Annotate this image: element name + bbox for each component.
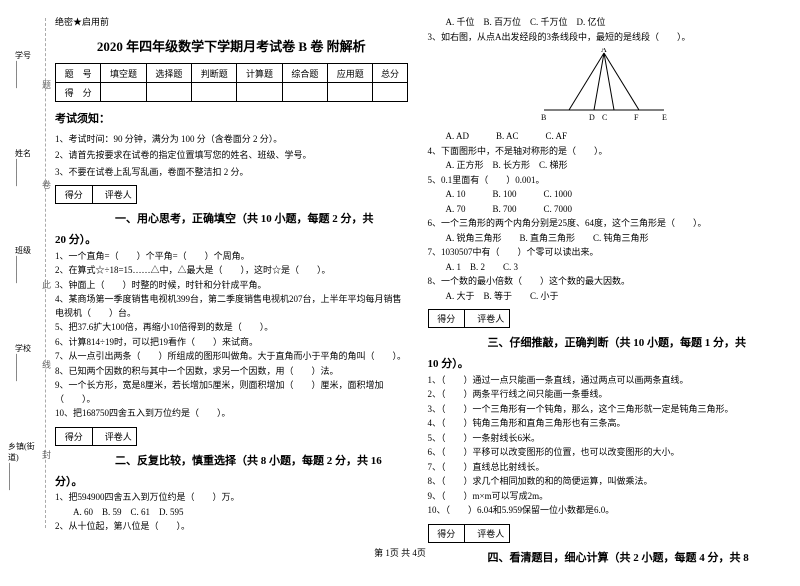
notice-line: 2、请首先按要求在试卷的指定位置填写您的姓名、班级、学号。 (55, 148, 408, 162)
question-line: 6、计算814÷19时，可以把19看作（ ）来试商。 (55, 336, 408, 350)
svg-text:C: C (602, 113, 607, 122)
score-header-cell: 选择题 (146, 64, 191, 83)
score-header-cell: 填空题 (101, 64, 146, 83)
svg-text:D: D (589, 113, 595, 122)
score-header-cell: 判断题 (192, 64, 237, 83)
score-cell (237, 83, 282, 102)
question-line: A. 大于 B. 等于 C. 小于 (428, 290, 781, 304)
section-3-title-b: 10 分）。 (428, 356, 781, 373)
question-line: 5、0.1里面有（ ）0.001。 (428, 174, 781, 188)
question-line: 3、钟面上（ ）时整的时候，时针和分针成平角。 (55, 279, 408, 293)
exam-title: 2020 年四年级数学下学期月考试卷 B 卷 附解析 (55, 36, 408, 55)
question-line: 3、如右图，从点A出发经段的3条线段中，最短的是线段（ ）。 (428, 31, 781, 45)
question-line: 6、（ ）平移可以改变图形的位置，也可以改变图形的大小。 (428, 446, 781, 460)
section-1-title-b: 20 分）。 (55, 232, 408, 249)
question-line: 7、1030507中有（ ）个零可以读出来。 (428, 246, 781, 260)
question-line: 10、（ ）6.04和5.959保留一位小数都是6.0。 (428, 504, 781, 518)
fold-label: 封 (40, 450, 53, 459)
question-line: 7、（ ）直线总比射线长。 (428, 461, 781, 475)
score-cell (146, 83, 191, 102)
notice-line: 3、不要在试卷上乱写乱画，卷面不整洁扣 2 分。 (55, 165, 408, 179)
side-blank: ______ (8, 463, 18, 490)
question-line: A. 1 B. 2 C. 3 (428, 261, 781, 275)
score-header-cell: 综合题 (282, 64, 327, 83)
question-line: 4、（ ）钝角三角形和直角三角形也有三条高。 (428, 417, 781, 431)
question-line: 2、在算式☆÷18=15……△中，△最大是（ ），这时☆是（ ）。 (55, 264, 408, 278)
question-line: 10、把168750四舍五入到万位约是（ ）。 (55, 407, 408, 421)
question-line: 9、一个长方形，宽是8厘米，若长增加5厘米，则面积增加（ ）厘米，面积增加（ ）… (55, 379, 408, 406)
question-line: 2、从十位起，第八位是（ ）。 (55, 520, 408, 534)
score-cell: 得 分 (56, 83, 101, 102)
question-line: 1、一个直角=（ ）个平角=（ ）个周角。 (55, 250, 408, 264)
question-line: 8、（ ）求几个相同加数的和的简便运算，叫做乘法。 (428, 475, 781, 489)
fold-label: 卷 (40, 180, 53, 189)
score-header-cell: 计算题 (237, 64, 282, 83)
score-table: 题 号填空题选择题判断题计算题综合题应用题总分得 分 (55, 63, 408, 102)
question-line: 8、一个数的最小倍数（ ）这个数的最大因数。 (428, 275, 781, 289)
question-line: 1、（ ）通过一点只能画一条直线，通过两点可以画两条直线。 (428, 374, 781, 388)
fold-label: 线 (40, 360, 53, 369)
svg-text:A: A (601, 48, 607, 54)
side-label: 学号 (15, 50, 31, 61)
svg-text:B: B (541, 113, 546, 122)
question-line: 1、把594900四舍五入到万位约是（ ）万。 (55, 491, 408, 505)
score-header-cell: 总分 (373, 64, 407, 83)
score-cell (192, 83, 237, 102)
score-cell (328, 83, 373, 102)
score-header-cell: 题 号 (56, 64, 101, 83)
section-1-title: 一、用心思考，正确填空（共 10 小题，每题 2 分，共 (115, 210, 408, 226)
confidential-label: 绝密★启用前 (55, 15, 408, 28)
question-line: 3、（ ）一个三角形有一个钝角，那么，这个三角形就一定是钝角三角形。 (428, 403, 781, 417)
score-cell (282, 83, 327, 102)
side-blank: ______ (15, 61, 25, 88)
page-footer: 第 1页 共 4页 (0, 546, 800, 559)
question-line: 4、某商场第一季度销售电视机399台，第二季度销售电视机207台，上半年平均每月… (55, 293, 408, 320)
fold-label: 题 (40, 80, 53, 89)
question-line: 9、（ ）m×m可以写成2m。 (428, 490, 781, 504)
scorebox: 得分评卷人 (55, 185, 137, 204)
side-label: 学校 (15, 343, 31, 354)
svg-text:E: E (662, 113, 667, 122)
question-line: A. 70 B. 700 C. 7000 (428, 203, 781, 217)
question-line: A. AD B. AC C. AF (428, 130, 781, 144)
question-line: 7、从一点引出两条（ ）所组成的图形叫做角。大于直角而小于平角的角叫（ ）。 (55, 350, 408, 364)
question-line: A. 正方形 B. 长方形 C. 梯形 (428, 159, 781, 173)
section-2-title: 二、反复比较，慎重选择（共 8 小题，每题 2 分，共 16 (115, 452, 408, 468)
question-line: A. 锐角三角形 B. 直角三角形 C. 钝角三角形 (428, 232, 781, 246)
svg-text:F: F (634, 113, 639, 122)
notice-title: 考试须知： (55, 110, 408, 126)
score-header-cell: 应用题 (328, 64, 373, 83)
side-blank: ______ (15, 256, 25, 283)
notice-line: 1、考试时间：90 分钟，满分为 100 分（含卷面分 2 分）。 (55, 132, 408, 146)
question-line: 2、（ ）两条平行线之间只能画一条垂线。 (428, 388, 781, 402)
score-cell (373, 83, 407, 102)
score-cell (101, 83, 146, 102)
question-line: 8、已知两个因数的积与其中一个因数，求另一个因数，用（ ）法。 (55, 365, 408, 379)
question-line: A. 10 B. 100 C. 1000 (428, 188, 781, 202)
triangle-figure: A B D C F E (428, 48, 781, 126)
question-line: 5、把37.6扩大100倍，再缩小10倍得到的数是（ ）。 (55, 321, 408, 335)
side-label: 班级 (15, 245, 31, 256)
scorebox: 得分评卷人 (428, 524, 510, 543)
side-blank: ______ (15, 159, 25, 186)
question-line: 4、下面图形中，不是轴对称形的是（ ）。 (428, 145, 781, 159)
side-label: 姓名 (15, 148, 31, 159)
question-line: A. 千位 B. 百万位 C. 千万位 D. 亿位 (428, 16, 781, 30)
scorebox: 得分评卷人 (55, 427, 137, 446)
scorebox: 得分评卷人 (428, 309, 510, 328)
section-3-title: 三、仔细推敲，正确判断（共 10 小题，每题 1 分，共 (488, 334, 781, 350)
fold-label: 此 (40, 280, 53, 289)
side-blank: ______ (15, 354, 25, 381)
section-2-title-b: 分）。 (55, 474, 408, 491)
side-label: 乡镇(街道) (8, 441, 38, 463)
question-line: 6、一个三角形的两个内角分别是25度、64度，这个三角形是（ ）。 (428, 217, 781, 231)
question-line: A. 60 B. 59 C. 61 D. 595 (55, 506, 408, 520)
question-line: 5、（ ）一条射线长6米。 (428, 432, 781, 446)
